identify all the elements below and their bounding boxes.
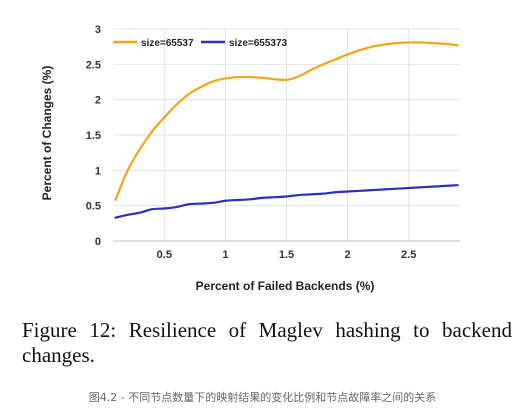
x-tick-label-0: 0.5 [157, 249, 172, 261]
y-tick-label-2: 1 [95, 165, 101, 177]
series-line-2 [114, 184, 459, 219]
chinese-caption: 图4.2 - 不同节点数量下的映射结果的变化比例和节点故障率之间的关系 [88, 391, 437, 404]
y-axis-ticks: 0 0.5 1 1.5 2 2.5 3 [86, 24, 101, 248]
y-tick-label-4: 2 [95, 95, 101, 107]
y-tick-label-0: 0 [95, 236, 101, 248]
x-axis-title: Percent of Failed Backends (%) [196, 279, 375, 293]
y-tick-label-5: 2.5 [86, 59, 101, 71]
x-tick-label-4: 2.5 [401, 249, 416, 261]
x-tick-label-2: 1.5 [279, 249, 294, 261]
x-axis-ticks: 0.5 1 1.5 2 2.5 [157, 249, 417, 261]
y-tick-label-6: 3 [95, 24, 101, 36]
figure-caption: Figure 12: Resilience of Maglev hashing … [22, 318, 512, 367]
legend-label-1: size=65537 [141, 38, 194, 49]
line-chart: 00.511.522.53 0.5 1 1.5 2 2.5 size=65537 size… [40, 24, 460, 293]
y-axis-title: Percent of Changes (%) [40, 66, 54, 201]
series-line-1 [114, 41, 459, 202]
y-tick-label-3: 1.5 [86, 130, 101, 142]
series-layer [114, 41, 459, 219]
legend: size=65537 size=655373 [113, 38, 288, 49]
y-tick-label-1: 0.5 [86, 201, 101, 213]
x-tick-label-1: 1 [222, 249, 228, 261]
x-tick-label-3: 2 [345, 249, 351, 261]
gridlines [113, 28, 460, 242]
legend-label-2: size=655373 [229, 38, 288, 49]
